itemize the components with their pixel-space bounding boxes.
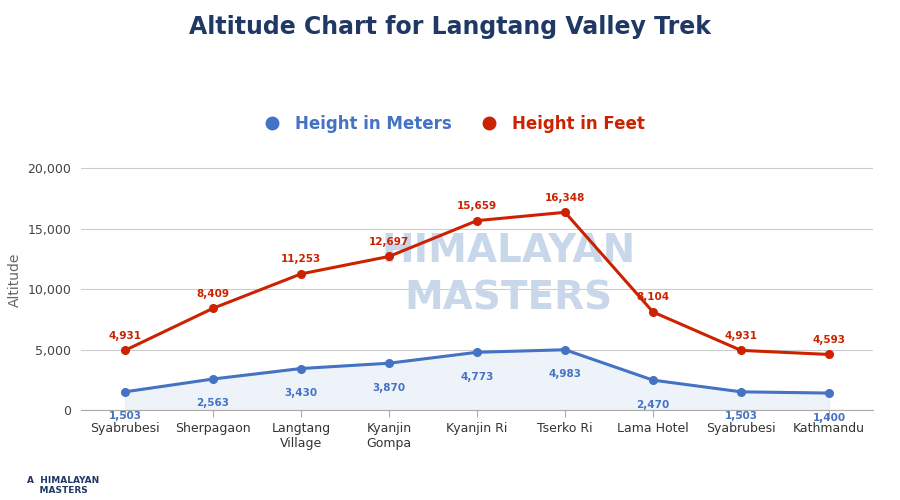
Text: 16,348: 16,348: [544, 192, 585, 202]
Text: 8,104: 8,104: [636, 292, 670, 302]
Text: 4,983: 4,983: [548, 369, 581, 379]
Text: A  HIMALAYAN
    MASTERS: A HIMALAYAN MASTERS: [27, 476, 99, 495]
Text: 15,659: 15,659: [457, 201, 497, 211]
Y-axis label: Altitude: Altitude: [8, 253, 22, 307]
Text: 8,409: 8,409: [196, 288, 230, 298]
Text: HIMALAYAN
MASTERS: HIMALAYAN MASTERS: [382, 232, 635, 318]
Text: 1,400: 1,400: [813, 412, 846, 422]
Text: 3,430: 3,430: [284, 388, 318, 398]
Text: 2,470: 2,470: [636, 400, 670, 409]
Text: 11,253: 11,253: [281, 254, 321, 264]
Text: Altitude Chart for Langtang Valley Trek: Altitude Chart for Langtang Valley Trek: [189, 15, 711, 39]
Text: 2,563: 2,563: [196, 398, 230, 408]
Text: 4,931: 4,931: [109, 330, 141, 340]
Text: 3,870: 3,870: [373, 382, 406, 392]
Text: 4,593: 4,593: [813, 334, 845, 344]
Text: 12,697: 12,697: [369, 236, 410, 246]
Legend: Height in Meters, Height in Feet: Height in Meters, Height in Feet: [248, 108, 652, 140]
Text: 4,931: 4,931: [724, 330, 758, 340]
Text: 1,503: 1,503: [724, 412, 758, 422]
Text: 1,503: 1,503: [109, 412, 141, 422]
Text: 4,773: 4,773: [460, 372, 494, 382]
